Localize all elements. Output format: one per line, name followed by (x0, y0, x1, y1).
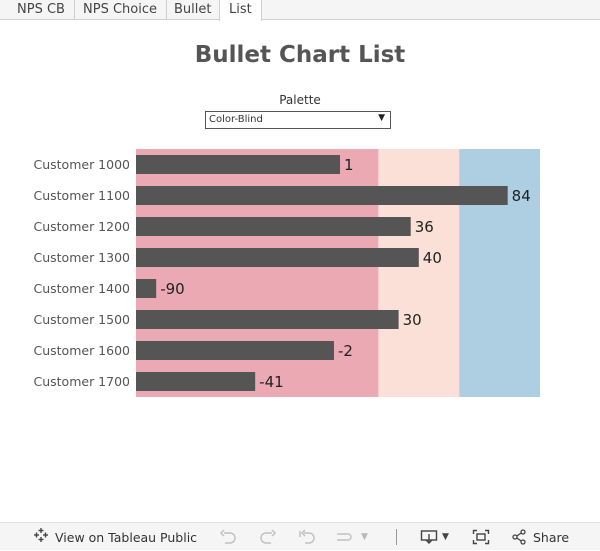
value-label: 84 (512, 187, 531, 205)
download-icon (420, 530, 438, 544)
bullet-chart: Customer 1000 Customer 1100 Customer 1200 C… (33, 149, 540, 397)
share-icon (512, 529, 526, 545)
bar[interactable] (136, 186, 508, 205)
palette-selected-value: Color-Blind (209, 114, 263, 125)
value-labels: 1 84 36 40 -90 30 -2 -41 (160, 156, 531, 391)
download-chevron-icon: ▼ (442, 532, 449, 542)
download-button[interactable]: ▼ (420, 523, 449, 551)
bar[interactable] (136, 310, 399, 329)
value-label: 1 (344, 156, 354, 174)
tab-bullet[interactable]: Bullet (165, 0, 222, 20)
palette-label: Palette (279, 93, 321, 107)
fullscreen-icon (472, 529, 490, 545)
bar[interactable] (136, 279, 157, 298)
dropdown-arrow-icon: ▼ (378, 113, 385, 123)
category-label: Customer 1300 (33, 250, 130, 265)
bar[interactable] (136, 341, 334, 360)
tab-list[interactable]: List (219, 0, 262, 21)
category-label: Customer 1200 (33, 219, 130, 234)
view-on-tableau-label: View on Tableau Public (55, 529, 198, 545)
value-label: 36 (415, 218, 434, 236)
category-label: Customer 1000 (33, 157, 130, 172)
tab-nps-choice[interactable]: NPS Choice (74, 0, 167, 20)
revert-button[interactable] (298, 523, 316, 551)
undo-icon (219, 529, 236, 544)
category-label: Customer 1600 (33, 343, 130, 358)
fullscreen-button[interactable] (472, 523, 490, 551)
share-label: Share (533, 529, 570, 545)
redo-icon (260, 529, 277, 544)
palette-dropdown[interactable]: Color-Blind ▼ (205, 111, 391, 129)
bar[interactable] (136, 155, 341, 174)
pause-updates-button[interactable]: ▼ (335, 523, 368, 551)
category-label: Customer 1400 (33, 281, 130, 296)
bar[interactable] (136, 372, 256, 391)
chart-bars (136, 155, 508, 391)
tab-bar: NPS CB NPS Choice Bullet List (0, 0, 600, 21)
category-label: Customer 1700 (33, 374, 130, 389)
share-button[interactable]: Share (511, 523, 569, 551)
refresh-icon (337, 533, 352, 541)
bar[interactable] (136, 217, 411, 236)
category-label: Customer 1100 (33, 188, 130, 203)
redo-button[interactable] (259, 523, 277, 551)
chevron-down-icon: ▼ (361, 532, 368, 542)
undo-button[interactable] (219, 523, 237, 551)
tab-nps-cb[interactable]: NPS CB (8, 0, 75, 20)
tableau-logo-icon (33, 527, 49, 547)
value-label: -2 (338, 342, 353, 360)
category-label: Customer 1500 (33, 312, 130, 327)
dashboard-title: Bullet Chart List (194, 42, 406, 68)
value-label: 30 (403, 311, 422, 329)
value-label: 40 (423, 249, 442, 267)
value-label: -41 (259, 373, 284, 391)
view-on-tableau-button[interactable]: View on Tableau Public (33, 523, 197, 551)
bar[interactable] (136, 248, 419, 267)
category-labels: Customer 1000 Customer 1100 Customer 1200 C… (33, 157, 130, 389)
value-label: -90 (160, 280, 185, 298)
bottom-toolbar: View on Tableau Public ▼ ▼ (0, 522, 600, 550)
toolbar-separator (396, 529, 397, 545)
revert-icon (299, 529, 315, 544)
